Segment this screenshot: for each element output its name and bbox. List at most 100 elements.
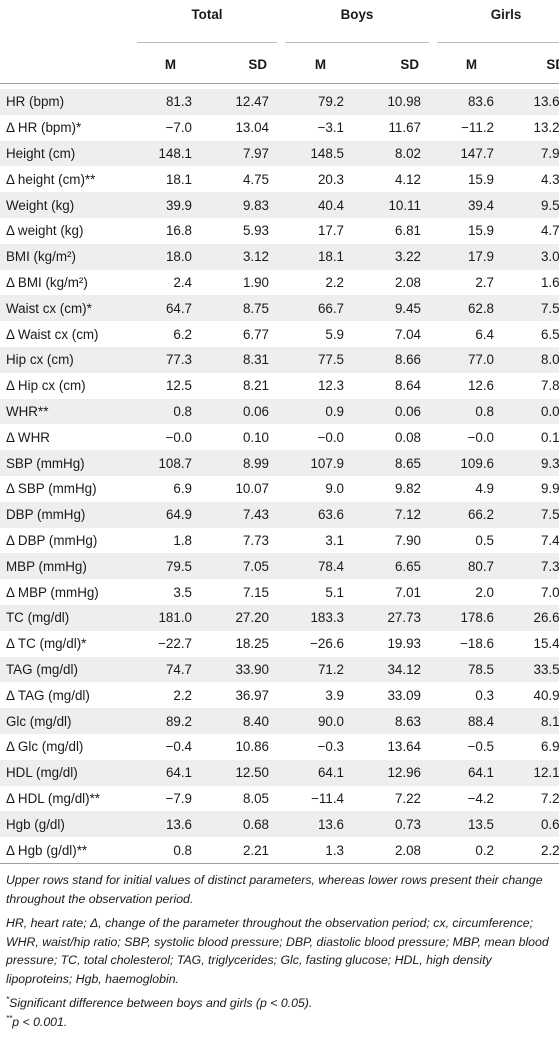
cell-sd: 7.24	[540, 790, 559, 806]
footnote-significance: *Significant difference between boys and…	[6, 994, 553, 1013]
group-underline	[137, 38, 277, 43]
cell-mean: −0.5	[467, 739, 494, 755]
cell-mean: 107.9	[281, 450, 360, 476]
cell-mean: −0.4	[165, 739, 192, 755]
cell-sd: 10.07	[235, 481, 269, 497]
cell-mean: 2.4	[173, 274, 192, 290]
table-row: Δ HDL (mg/dl)** −7.9 8.05 −11.4 7.22 −4.2 7.24	[0, 786, 559, 812]
cell-sd: 10.98	[360, 89, 433, 115]
cell-mean: 147.7	[433, 140, 510, 167]
cell-sd: 13.20	[533, 120, 559, 136]
cell-sd: 2.21	[208, 837, 281, 864]
row-label: Waist cx (cm)*	[0, 295, 133, 322]
cell-sd: 7.90	[394, 532, 421, 548]
table-row: WHR**0.80.060.90.060.80.05	[0, 398, 559, 425]
footnote-mark: *	[6, 995, 10, 1005]
cell-sd: 40.94	[533, 687, 559, 703]
cell-sd: 4.75	[242, 171, 269, 187]
cell-sd: 2.08	[394, 274, 421, 290]
cell-sd: 8.40	[208, 708, 281, 734]
cell-mean: 13.5	[433, 811, 510, 838]
cell-mean: 4.9	[475, 481, 494, 497]
cell-mean: −0.0	[165, 429, 192, 445]
cell-sd: 8.16	[510, 708, 559, 734]
cell-sd: 33.09	[387, 687, 421, 703]
cell-sd: 6.77	[242, 326, 269, 342]
cell-sd: 0.68	[208, 811, 281, 838]
cell-mean: 62.8	[433, 295, 510, 322]
row-label: Δ HR (bpm)*	[6, 120, 82, 136]
cell-sd: 10.86	[235, 739, 269, 755]
cell-sd: 19.93	[387, 636, 421, 652]
cell-mean: 12.3	[317, 378, 344, 394]
cell-sd: 9.83	[208, 192, 281, 218]
row-label: DBP (mmHg)	[0, 501, 133, 528]
cell-sd: 7.03	[540, 584, 559, 600]
cell-mean: 5.1	[325, 584, 344, 600]
cell-sd: 3.22	[360, 243, 433, 270]
table-row: Δ SBP (mmHg) 6.9 10.07 9.0 9.82 4.9 9.99	[0, 476, 559, 502]
row-label: BMI (kg/m²)	[0, 243, 133, 270]
cell-sd: 0.06	[208, 398, 281, 425]
cell-mean: 148.1	[133, 140, 208, 167]
row-label: Δ Waist cx (cm)	[6, 326, 99, 342]
cell-sd: 12.47	[208, 89, 281, 115]
cell-mean: 178.6	[433, 604, 510, 631]
cell-mean: 2.2	[325, 274, 344, 290]
cell-sd: 13.04	[235, 120, 269, 136]
cell-mean: 18.1	[281, 243, 360, 270]
row-label: Δ BMI (kg/m²)	[6, 274, 88, 290]
table-row: Δ Hgb (g/dl)**0.82.211.32.080.22.23	[0, 837, 559, 864]
data-table: Total Boys Girls M SD M SD M SD	[0, 0, 559, 864]
table-row: Δ HR (bpm)* −7.0 13.04 −3.1 11.67 −11.2 13.20	[0, 115, 559, 141]
group-underline	[437, 38, 559, 43]
cell-sd: 2.23	[510, 837, 559, 864]
row-label: Δ WHR	[6, 429, 50, 445]
cell-sd: 7.01	[394, 584, 421, 600]
cell-sd: 7.15	[242, 584, 269, 600]
cell-mean: 64.9	[133, 501, 208, 528]
group-header-row: Total Boys Girls	[0, 0, 559, 46]
col-header-sd: SD	[248, 57, 267, 72]
cell-mean: 40.4	[281, 192, 360, 218]
cell-sd: 13.64	[387, 739, 421, 755]
cell-sd: 5.93	[242, 223, 269, 239]
cell-sd: 8.02	[510, 346, 559, 373]
cell-sd: 8.05	[242, 790, 269, 806]
cell-mean: −3.1	[317, 120, 344, 136]
col-header-sd: SD	[400, 57, 419, 72]
cell-sd: 7.96	[510, 140, 559, 167]
cell-sd: 34.12	[360, 656, 433, 683]
cell-mean: 12.6	[467, 378, 494, 394]
cell-sd: 7.56	[510, 501, 559, 528]
footnote-mark: **	[6, 1013, 13, 1023]
cell-mean: 71.2	[281, 656, 360, 683]
cell-sd: 7.12	[360, 501, 433, 528]
row-label: Δ TAG (mg/dl)	[6, 687, 90, 703]
table-container: Total Boys Girls M SD M SD M SD	[0, 0, 559, 1030]
cell-sd: 3.12	[208, 243, 281, 270]
cell-sd: 27.20	[208, 604, 281, 631]
cell-sd: 8.63	[360, 708, 433, 734]
empty-header-cell	[0, 0, 133, 46]
cell-mean: 2.0	[475, 584, 494, 600]
cell-mean: 81.3	[133, 89, 208, 115]
table-row: Δ weight (kg) 16.8 5.93 17.7 6.81 15.9 4.76	[0, 218, 559, 244]
cell-mean: 64.1	[433, 759, 510, 786]
cell-sd: 9.59	[510, 192, 559, 218]
cell-mean: 0.3	[475, 687, 494, 703]
table-row: Δ DBP (mmHg) 1.8 7.73 3.1 7.90 0.5 7.41	[0, 528, 559, 554]
cell-sd: 4.76	[540, 223, 559, 239]
footnote-text: p < 0.001.	[12, 1015, 68, 1030]
cell-mean: 66.7	[281, 295, 360, 322]
cell-sd: 7.05	[208, 553, 281, 580]
cell-sd: 12.12	[510, 759, 559, 786]
cell-sd: 4.12	[394, 171, 421, 187]
